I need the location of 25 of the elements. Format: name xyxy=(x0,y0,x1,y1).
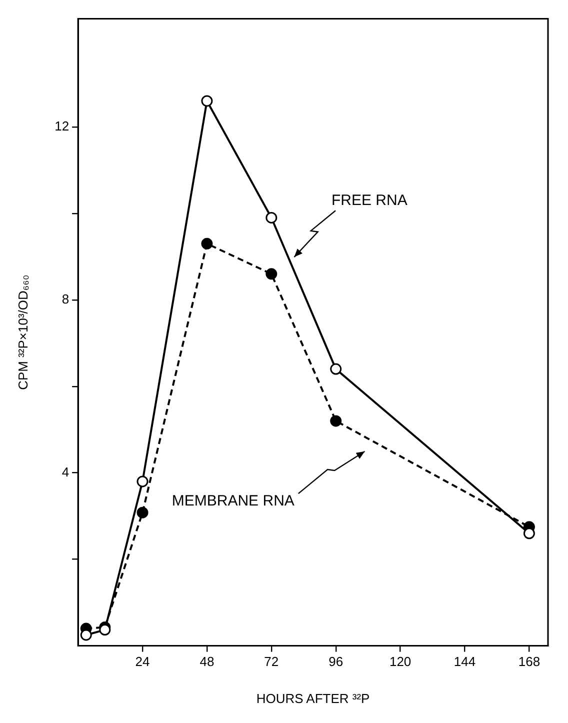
y-tick-label: 12 xyxy=(54,118,70,134)
point xyxy=(330,363,342,375)
x-tick-label: 96 xyxy=(328,654,344,670)
y-tick-label: 8 xyxy=(62,291,70,306)
y-axis-title: CPM ³²P×10³/OD₆₆₀ xyxy=(15,274,30,390)
x-tick-label: 48 xyxy=(200,654,214,670)
annotation: MEMBRANE RNA xyxy=(172,492,294,510)
annotation: FREE RNA xyxy=(332,192,408,209)
point xyxy=(80,629,92,641)
point xyxy=(201,95,213,107)
point xyxy=(266,212,278,224)
point xyxy=(330,415,342,427)
point xyxy=(523,528,535,540)
point xyxy=(136,506,148,518)
point xyxy=(136,476,148,488)
point xyxy=(266,268,278,280)
x-tick-label: 144 xyxy=(454,654,476,670)
x-tick-label: 168 xyxy=(518,654,540,670)
x-tick-label: 120 xyxy=(389,654,412,670)
y-tick-label: 4 xyxy=(62,464,70,480)
x-tick-label: 72 xyxy=(264,654,279,670)
x-tick-label: 24 xyxy=(135,654,150,670)
point xyxy=(99,624,111,636)
x-axis-title: HOURS AFTER ³²P xyxy=(256,690,370,706)
point xyxy=(201,238,213,250)
